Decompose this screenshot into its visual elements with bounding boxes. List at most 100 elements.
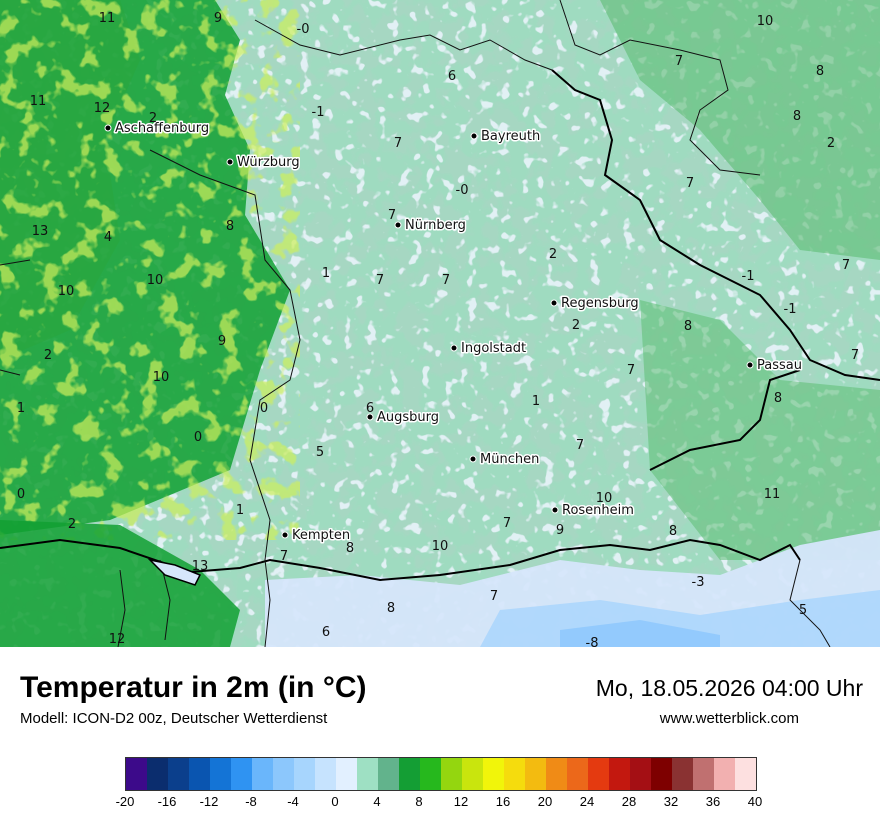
color-scale-segment	[231, 758, 252, 790]
city-marker	[470, 132, 478, 140]
city-layer: Aschaffenburg Würzburg Bayreuth Nürnberg Reg…	[104, 120, 803, 545]
temperature-value-label: 1	[17, 401, 25, 416]
color-scale-ticks: -20 -16 -12 -8 -4 0 4 8 12 16 20 24 28 32 36 40	[0, 794, 880, 814]
color-scale-segment	[294, 758, 315, 790]
color-scale-tick-label: -4	[287, 794, 299, 809]
temperature-value-label: 0	[17, 487, 25, 502]
color-scale-segment	[252, 758, 273, 790]
city-marker	[469, 455, 477, 463]
color-scale-tick-label: 8	[415, 794, 423, 809]
city-label: Augsburg	[377, 410, 439, 425]
city-label: Aschaffenburg	[115, 121, 209, 136]
city-label: Passau	[757, 358, 802, 373]
temperature-value-label: 0	[260, 401, 268, 416]
color-scale-tick-label: 36	[705, 794, 721, 809]
temperature-value-label: -1	[784, 302, 797, 317]
temperature-value-label: 12	[94, 101, 111, 116]
city-marker	[551, 506, 559, 514]
color-scale-segment	[504, 758, 525, 790]
legend-footer: Temperatur in 2m (in °C) Modell: ICON-D2…	[0, 647, 880, 830]
temperature-value-label: 8	[774, 391, 782, 406]
temperature-value-label: 10	[596, 491, 613, 506]
temperature-value-label: 9	[218, 334, 226, 349]
website-text: www.wetterblick.com	[659, 710, 799, 727]
city-marker	[366, 413, 374, 421]
color-scale-segment	[378, 758, 399, 790]
temperature-value-label: 1	[532, 394, 540, 409]
temperature-value-label: 7	[388, 208, 396, 223]
color-scale-tick-label: 4	[373, 794, 381, 809]
temperature-value-label: -1	[312, 105, 325, 120]
temperature-value-label: -1	[742, 269, 755, 284]
temperature-value-label: 7	[394, 136, 402, 151]
temperature-value-label: 8	[669, 524, 677, 539]
temperature-value-label: 7	[851, 348, 859, 363]
color-scale-tick-label: 32	[663, 794, 679, 809]
temperature-value-label: 11	[764, 487, 781, 502]
temperature-value-label: 4	[104, 230, 112, 245]
temperature-value-label: 7	[576, 438, 584, 453]
temperature-value-label: 7	[842, 258, 850, 273]
temperature-value-label: 6	[366, 401, 374, 416]
temperature-value-label: 7	[490, 589, 498, 604]
temperature-value-label: 2	[149, 111, 157, 126]
temperature-value-label: 8	[684, 319, 692, 334]
temperature-value-label: 2	[44, 348, 52, 363]
temperature-value-label: 12	[109, 632, 126, 647]
temperature-value-label: 13	[32, 224, 49, 239]
color-scale-tick-label: 20	[537, 794, 553, 809]
color-scale-tick-label: 40	[747, 794, 763, 809]
color-scale-segment	[714, 758, 735, 790]
temperature-value-label: 7	[280, 549, 288, 564]
city-marker	[226, 158, 234, 166]
temperature-value-label: 6	[448, 69, 456, 84]
color-scale-bar	[125, 757, 757, 791]
temperature-value-label: 7	[627, 363, 635, 378]
color-scale-segment	[273, 758, 294, 790]
color-scale-segment	[420, 758, 441, 790]
color-scale-tick-label: -12	[199, 794, 219, 809]
temperature-value-label: 8	[793, 109, 801, 124]
temperature-value-label: 10	[153, 370, 170, 385]
color-scale-segment	[651, 758, 672, 790]
city-marker	[746, 361, 754, 369]
temperature-map: Aschaffenburg Würzburg Bayreuth Nürnberg Reg…	[0, 0, 880, 647]
city-marker	[550, 299, 558, 307]
city-marker	[104, 124, 112, 132]
lake-bodensee	[147, 558, 202, 586]
temperature-value-label: 10	[58, 284, 75, 299]
temperature-value-label: 2	[827, 136, 835, 151]
forecast-datetime: Mo, 18.05.2026 04:00 Uhr	[595, 675, 863, 701]
temperature-value-label: 2	[549, 247, 557, 262]
temperature-value-label: 2	[572, 318, 580, 333]
warm-west-region	[0, 0, 300, 540]
color-scale-segment	[147, 758, 168, 790]
city-label: Kempten	[292, 528, 350, 543]
temperature-value-label: 7	[376, 273, 384, 288]
map-title: Temperatur in 2m (in °C)	[20, 671, 367, 704]
temperature-value-label: 5	[316, 445, 324, 460]
color-scale-segment	[525, 758, 546, 790]
color-scale-segment	[189, 758, 210, 790]
temperature-value-label: 7	[686, 176, 694, 191]
temperature-value-label: 6	[322, 625, 330, 640]
city-label: Würzburg	[237, 155, 300, 170]
color-scale-segment	[630, 758, 651, 790]
alpine-cold-region	[265, 530, 880, 647]
color-scale-segment	[672, 758, 693, 790]
color-scale-segment	[693, 758, 714, 790]
temperature-value-label: 5	[799, 603, 807, 618]
city-label: München	[480, 452, 539, 467]
color-scale-tick-label: 12	[453, 794, 469, 809]
warm-southwest-region	[0, 520, 240, 647]
color-scale-tick-label: -16	[157, 794, 177, 809]
color-scale-segment	[399, 758, 420, 790]
temperature-value-label: 8	[346, 541, 354, 556]
temperature-value-label: 1	[322, 266, 330, 281]
color-scale-segment	[546, 758, 567, 790]
temperature-value-label: -0	[297, 22, 310, 37]
temperature-value-label: 7	[442, 273, 450, 288]
city-label: Bayreuth	[481, 129, 540, 144]
color-scale-segment	[588, 758, 609, 790]
